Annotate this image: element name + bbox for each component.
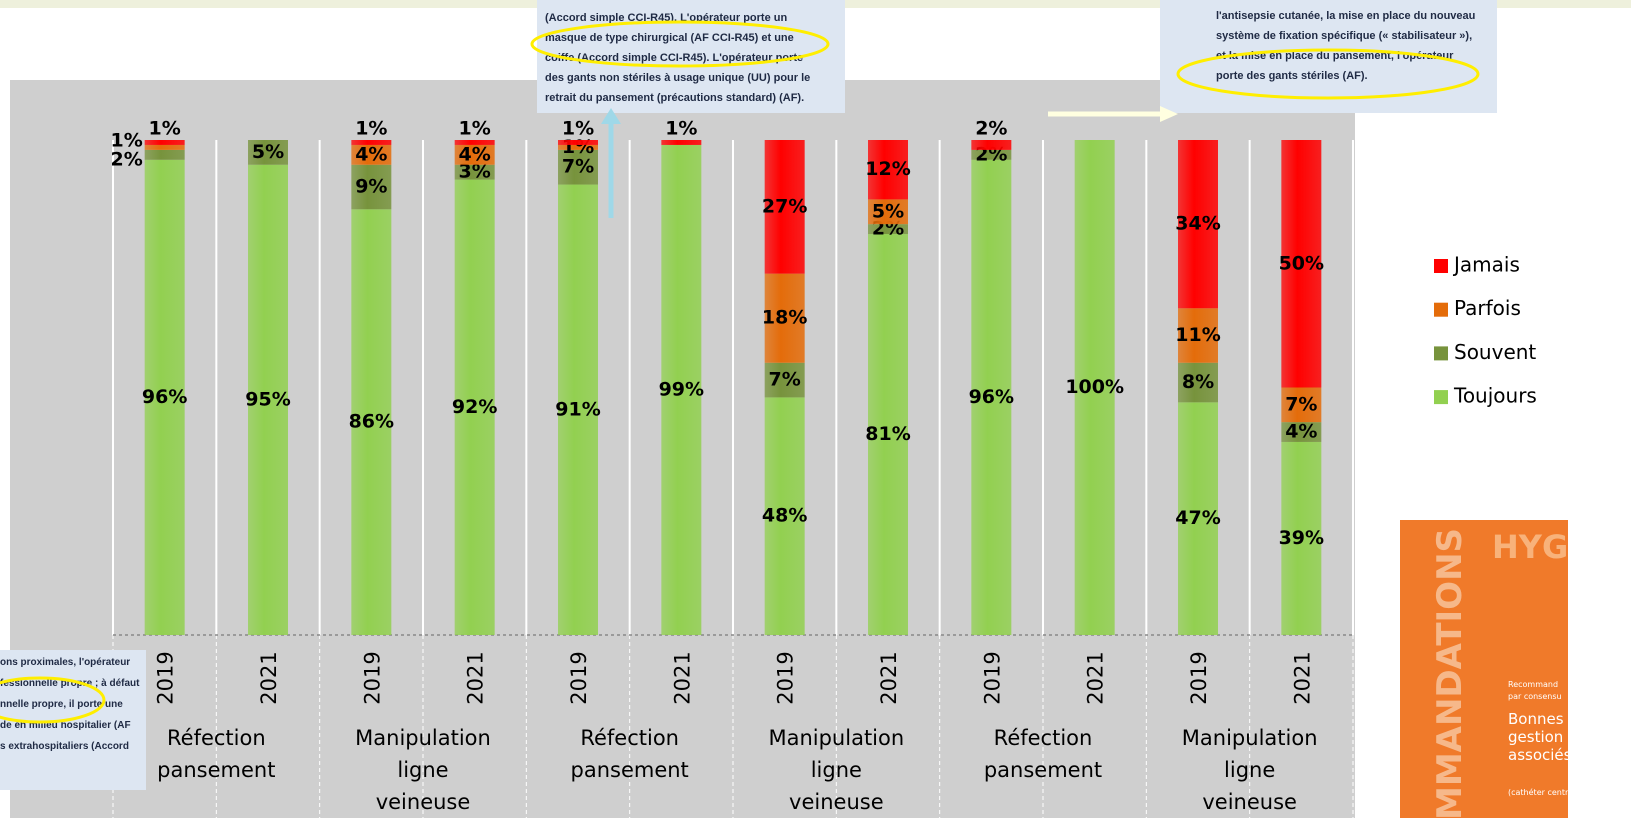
- highlight: [1178, 50, 1478, 98]
- arrow-head: [1160, 106, 1178, 122]
- highlight: [532, 22, 828, 66]
- decorations: [0, 0, 1631, 818]
- slide: 201996%2%1%1%202195%5%201986%9%4%1%20219…: [0, 0, 1631, 818]
- arrow-head: [601, 108, 621, 124]
- highlight: [0, 678, 104, 722]
